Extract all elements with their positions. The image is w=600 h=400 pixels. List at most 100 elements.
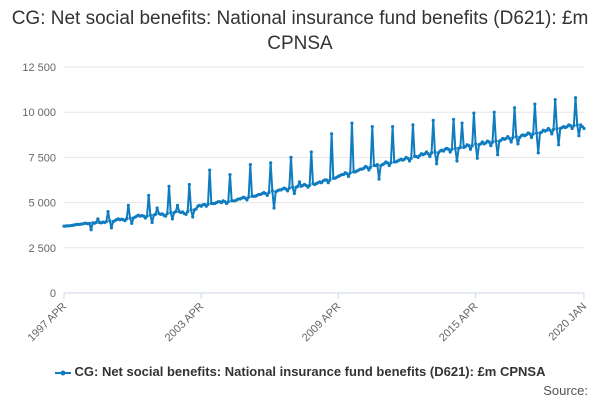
data-point — [575, 123, 579, 127]
data-point — [536, 151, 540, 155]
data-point — [167, 184, 171, 188]
data-point — [94, 220, 98, 225]
source-label: Source: — [543, 383, 588, 398]
data-point — [148, 213, 152, 217]
data-point — [534, 131, 539, 135]
data-point — [164, 214, 168, 218]
data-point — [226, 200, 230, 204]
data-point — [492, 110, 496, 114]
data-point — [555, 126, 559, 131]
data-point — [206, 202, 210, 207]
data-point — [431, 118, 435, 122]
data-point — [458, 145, 462, 150]
data-point — [289, 155, 293, 159]
data-point — [551, 127, 556, 131]
data-point — [489, 144, 493, 148]
data-point — [350, 121, 354, 125]
data-point — [96, 217, 100, 221]
data-point — [533, 102, 537, 106]
data-point — [186, 210, 190, 214]
data-point — [308, 183, 312, 188]
data-point — [169, 210, 173, 215]
data-point — [553, 97, 557, 102]
data-point — [494, 139, 498, 143]
data-point — [570, 126, 574, 131]
data-point — [428, 154, 432, 159]
data-point — [474, 142, 478, 146]
data-point — [470, 144, 474, 148]
data-point — [511, 135, 515, 140]
data-point — [455, 159, 459, 163]
data-point — [577, 134, 581, 138]
data-point — [429, 151, 434, 155]
data-point — [328, 178, 332, 182]
data-point — [147, 193, 151, 197]
legend[interactable]: CG: Net social benefits: National insura… — [0, 364, 600, 379]
data-point — [573, 96, 578, 100]
data-point — [89, 228, 93, 232]
data-point — [108, 219, 112, 223]
data-point — [125, 217, 129, 221]
data-point — [528, 132, 532, 136]
data-point — [387, 163, 391, 168]
data-point — [248, 163, 252, 167]
data-point — [348, 171, 352, 175]
data-point — [245, 198, 249, 202]
data-point — [292, 191, 296, 196]
data-point — [106, 210, 110, 214]
data-point — [448, 150, 452, 154]
y-tick-label: 10 000 — [22, 107, 56, 119]
data-point — [531, 132, 535, 136]
data-point — [153, 212, 158, 216]
data-point — [582, 126, 586, 131]
data-point — [187, 182, 191, 187]
x-axis-tick-labels: 1997 APR 2003 APR 2009 APR 2015 APR 2020 JAN — [26, 301, 590, 345]
data-point — [409, 156, 413, 160]
data-point — [150, 220, 154, 225]
data-point — [385, 161, 390, 165]
y-tick-label: 5 000 — [28, 198, 56, 210]
chart-title: CG: Net social benefits: National insura… — [11, 8, 589, 54]
data-point — [326, 181, 330, 185]
data-point — [514, 135, 518, 139]
y-tick-label: 2 500 — [28, 243, 56, 255]
y-tick-label: 7 500 — [28, 152, 56, 164]
data-point — [529, 135, 534, 140]
data-point — [194, 207, 198, 211]
data-point — [516, 142, 520, 146]
data-point — [391, 125, 395, 129]
data-point — [467, 144, 471, 148]
x-tick-label: 2015 APR — [437, 301, 481, 345]
data-point — [174, 210, 178, 214]
data-point — [406, 156, 410, 160]
data-point — [572, 124, 576, 128]
data-point — [309, 150, 313, 154]
data-point — [155, 206, 159, 210]
data-point — [368, 165, 373, 169]
data-point — [490, 140, 495, 144]
data-point — [208, 168, 212, 172]
x-axis — [63, 292, 585, 299]
data-point — [130, 221, 134, 225]
data-point — [324, 178, 329, 182]
data-point — [451, 117, 456, 122]
data-point — [435, 162, 439, 166]
data-point — [145, 214, 149, 218]
data-point — [175, 203, 180, 207]
data-point — [548, 128, 552, 132]
data-point — [228, 172, 232, 177]
data-point — [265, 193, 269, 197]
x-tick-label: 2020 JAN — [546, 301, 589, 344]
legend-label: CG: Net social benefits: National insura… — [74, 364, 546, 379]
data-point — [126, 203, 130, 207]
data-point — [377, 177, 381, 181]
data-point — [346, 174, 351, 178]
data-point — [184, 212, 188, 216]
data-point — [165, 211, 169, 216]
data-point — [450, 147, 454, 151]
data-point — [556, 143, 561, 147]
data-point — [507, 136, 512, 141]
data-point — [407, 159, 412, 163]
data-point — [247, 195, 251, 199]
y-axis-tick-labels: 0 2 500 5 000 7 500 10 000 12 500 — [22, 62, 56, 300]
